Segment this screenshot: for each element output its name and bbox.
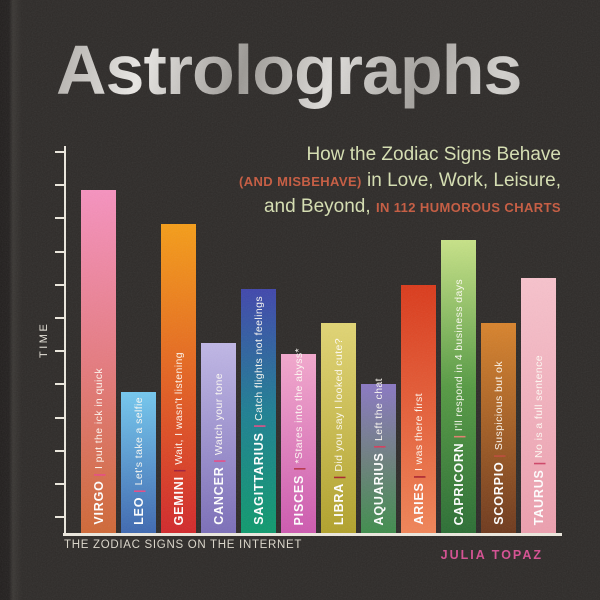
bar-label-divider: |: [491, 454, 506, 458]
bar-phrase: No is a full sentence: [532, 354, 545, 458]
y-axis-tick: [55, 217, 65, 220]
y-axis-ticks: [55, 151, 65, 521]
bar-phrase: Did you say I looked cute?: [332, 337, 345, 472]
bar-capricorn: CAPRICORN | I'll respond in 4 business day…: [441, 239, 476, 533]
bar-label: GEMINI | Wait, I wasn't listening: [171, 352, 187, 525]
bar-phrase: Let's take a selfie: [132, 397, 145, 486]
bar-sign-name: SCORPIO: [491, 461, 506, 525]
bar-label-divider: |: [251, 425, 266, 429]
bar-label-divider: |: [451, 434, 466, 439]
bar-label-divider: |: [531, 461, 546, 466]
bar-sign-name: LEO: [131, 496, 146, 525]
bar-leo: LEO | Let's take a selfie: [121, 392, 156, 533]
bar-label: SCORPIO | Suspicious but ok: [491, 361, 507, 525]
bar-sign-name: PISCES: [291, 474, 306, 525]
bar-label: PISCES | *Stares into the abyss*: [291, 348, 307, 525]
bar-label: CANCER | Watch your tone: [211, 373, 227, 525]
bar-label: ARIES | I was there first: [411, 393, 427, 525]
bar-phrase: I'll respond in 4 business days: [452, 278, 465, 431]
bar-label: LIBRA | Did you say I looked cute?: [331, 338, 347, 525]
y-axis-tick: [55, 317, 65, 319]
bar-aquarius: AQUARIUS | Left the chat: [361, 378, 396, 533]
bar-sign-name: ARIES: [411, 482, 426, 525]
y-axis-tick: [55, 151, 65, 153]
bar-label-divider: |: [91, 473, 106, 477]
bar-sign-name: VIRGO: [91, 480, 106, 525]
bar-virgo: VIRGO | I put the ick in quick: [81, 190, 116, 533]
y-axis-tick: [55, 449, 65, 452]
book-title: Astrolographs: [56, 30, 556, 110]
bar-sign-name: LIBRA: [331, 482, 346, 525]
bar-sign-name: TAURUS: [531, 469, 546, 525]
author-name: JULIA TOPAZ: [440, 548, 543, 562]
bar-phrase: Suspicious but ok: [492, 361, 505, 451]
bar-label-divider: |: [411, 475, 426, 479]
bar-phrase: *Stares into the abyss*: [292, 347, 305, 463]
bar-label-divider: |: [131, 489, 146, 493]
bar-label: AQUARIUS | Left the chat: [371, 378, 387, 525]
y-axis-tick: [55, 516, 65, 519]
bar-sagittarius: SAGITTARIUS | Catch flights not feelings: [241, 289, 276, 533]
bar-label-divider: |: [171, 468, 186, 472]
bar-phrase: Watch your tone: [212, 373, 225, 456]
bar-taurus: TAURUS | No is a full sentence: [521, 277, 556, 533]
bar-sign-name: SAGITTARIUS: [251, 432, 266, 525]
bar-sign-name: GEMINI: [171, 475, 186, 525]
plot-area: VIRGO | I put the ick in quick LEO | Let's ta…: [81, 152, 559, 533]
bar-phrase: Catch flights not feelings: [252, 296, 265, 422]
bar-label-divider: |: [371, 444, 386, 448]
bar-label-divider: |: [331, 475, 346, 479]
y-axis-tick: [55, 250, 65, 253]
bar-libra: LIBRA | Did you say I looked cute?: [321, 323, 356, 533]
bar-sign-name: AQUARIUS: [371, 451, 386, 525]
bar-aries: ARIES | I was there first: [401, 285, 436, 533]
bar-gemini: GEMINI | Wait, I wasn't listening: [161, 224, 196, 533]
bar-label-divider: |: [211, 459, 226, 463]
bar-sign-name: CAPRICORN: [451, 442, 466, 525]
bar-label: SAGITTARIUS | Catch flights not feelings: [251, 296, 267, 525]
bar-pisces: PISCES | *Stares into the abyss*: [281, 348, 316, 533]
y-axis-tick: [55, 184, 65, 187]
bar-label: TAURUS | No is a full sentence: [531, 355, 547, 525]
y-axis-tick: [55, 483, 65, 485]
bar-scorpio: SCORPIO | Suspicious but ok: [481, 323, 516, 533]
y-axis-tick: [55, 350, 65, 353]
bar-label: CAPRICORN | I'll respond in 4 business day…: [451, 279, 467, 525]
bar-cancer: CANCER | Watch your tone: [201, 342, 236, 533]
chart-caption: THE ZODIAC SIGNS ON THE INTERNET: [64, 539, 303, 551]
y-axis-label: TIME: [38, 321, 50, 359]
y-axis-tick: [55, 283, 65, 286]
bar-phrase: Left the chat: [372, 377, 385, 441]
bar-sign-name: CANCER: [211, 466, 226, 525]
bar-phrase: I put the ick in quick: [92, 368, 105, 470]
y-axis-tick: [55, 383, 65, 386]
bar-label: VIRGO | I put the ick in quick: [91, 368, 107, 525]
bar-label: LEO | Let's take a selfie: [131, 397, 147, 525]
bar-label-divider: |: [291, 466, 306, 471]
y-axis-tick: [55, 416, 65, 419]
bar-phrase: Wait, I wasn't listening: [172, 351, 185, 465]
x-axis-line: [63, 533, 562, 536]
bar-phrase: I was there first: [412, 393, 425, 472]
